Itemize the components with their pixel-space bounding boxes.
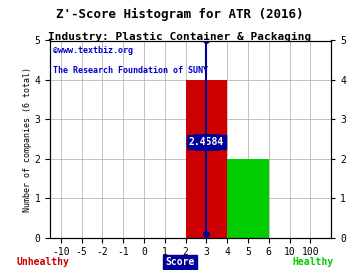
Bar [186,80,227,238]
Text: The Research Foundation of SUNY: The Research Foundation of SUNY [53,66,208,75]
Bar [227,159,269,238]
Text: Unhealthy: Unhealthy [17,257,69,267]
Text: Healthy: Healthy [293,257,334,267]
Y-axis label: Number of companies (6 total): Number of companies (6 total) [23,66,32,212]
Text: 2.4584: 2.4584 [189,137,224,147]
Text: Score: Score [165,257,195,267]
Text: Z'-Score Histogram for ATR (2016): Z'-Score Histogram for ATR (2016) [56,8,304,21]
Text: Industry: Plastic Container & Packaging: Industry: Plastic Container & Packaging [48,32,312,42]
Text: ©www.textbiz.org: ©www.textbiz.org [53,46,133,55]
